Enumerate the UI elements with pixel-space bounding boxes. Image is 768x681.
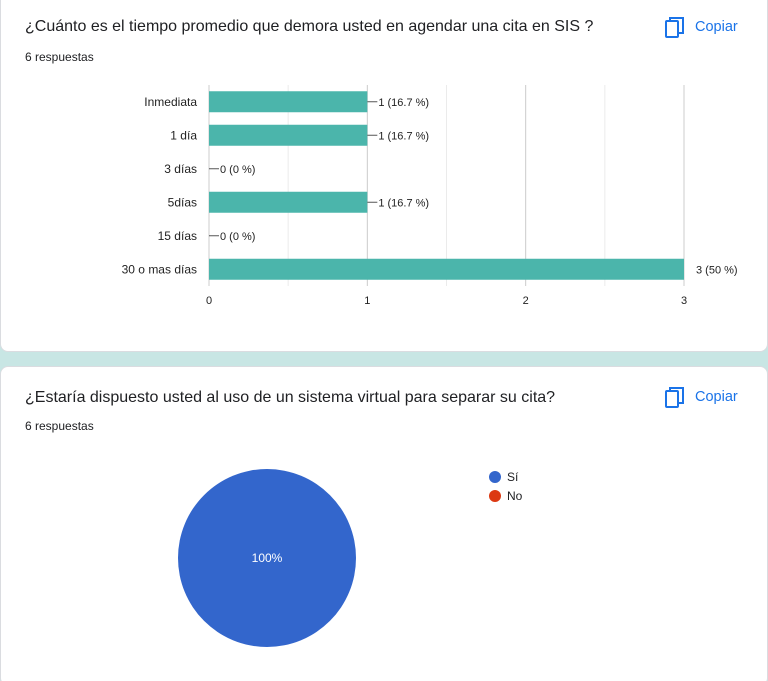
bar-chart: 0 1 2 3 Inmediata 1 (16.7 %) 1 día 1 (16.7 %) 3 … [122, 85, 738, 307]
question-card-1: ¿Cuánto es el tiempo promedio que demora… [0, 0, 768, 352]
legend-label-si: Sí [507, 469, 519, 484]
legend-swatch-si [489, 470, 501, 483]
data-label: 1 (16.7 %) [378, 97, 429, 109]
legend-label-no: No [507, 488, 523, 503]
response-count: 6 respuestas [25, 50, 94, 64]
response-count: 6 respuestas [25, 419, 94, 433]
copy-chart-button[interactable]: Copiar [665, 386, 738, 408]
legend-swatch-no [489, 489, 501, 502]
bar [209, 191, 368, 213]
copy-icon [665, 387, 684, 408]
question-title: ¿Estaría dispuesto usted al uso de un si… [25, 389, 556, 406]
question-title: ¿Cuánto es el tiempo promedio que demora… [25, 18, 594, 35]
legend-item-si[interactable]: Sí [489, 467, 522, 486]
category-label: 3 días [164, 162, 197, 176]
pie-slice [178, 469, 356, 647]
x-tick-label: 1 [364, 295, 370, 307]
legend-item-no[interactable]: No [489, 486, 522, 505]
bar [209, 124, 368, 146]
x-tick-label: 3 [681, 295, 687, 307]
pie-legend: Sí No [489, 467, 522, 505]
data-label: 1 (16.7 %) [378, 197, 429, 209]
bar [209, 91, 368, 113]
category-label: 5días [168, 195, 197, 209]
slice-label: 100% [252, 551, 283, 565]
category-label: Inmediata [144, 95, 197, 109]
category-label: 1 día [170, 128, 197, 142]
copy-icon [665, 17, 684, 38]
bar [209, 258, 684, 280]
copy-label: Copiar [695, 389, 738, 405]
category-label: 15 días [158, 229, 197, 243]
category-label: 30 o mas días [122, 262, 197, 276]
question-card-2: ¿Estaría dispuesto usted al uso de un si… [0, 366, 768, 681]
x-tick-label: 2 [523, 295, 529, 307]
x-tick-label: 0 [206, 295, 212, 307]
data-label: 0 (0 %) [220, 164, 255, 176]
data-label: 1 (16.7 %) [378, 130, 429, 142]
pie-chart: 100% [178, 469, 356, 647]
copy-label: Copiar [695, 19, 738, 35]
copy-chart-button[interactable]: Copiar [665, 16, 738, 38]
data-label: 3 (50 %) [696, 264, 738, 276]
data-label: 0 (0 %) [220, 231, 255, 243]
